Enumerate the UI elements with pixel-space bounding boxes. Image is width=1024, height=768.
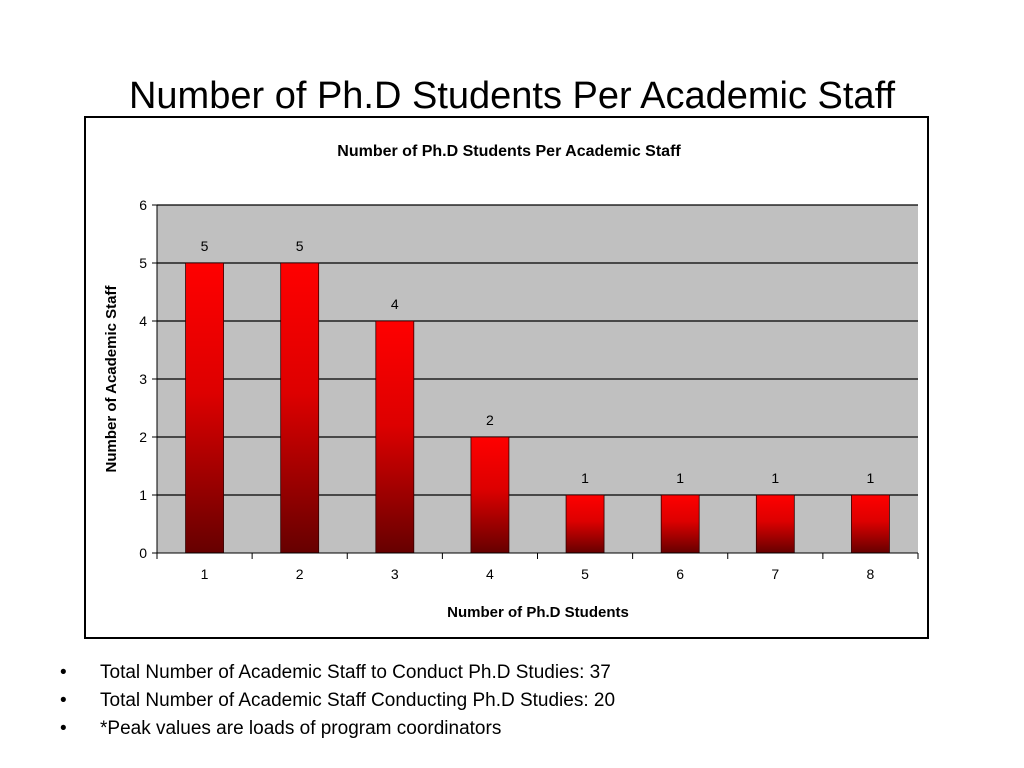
- y-tick-label: 4: [139, 313, 147, 329]
- data-label: 5: [201, 238, 209, 254]
- x-tick-label: 6: [676, 566, 684, 582]
- y-axis-title: Number of Academic Staff: [103, 285, 120, 473]
- data-label: 5: [296, 238, 304, 254]
- slide-title: Number of Ph.D Students Per Academic Sta…: [128, 75, 895, 117]
- bullet-item: • Total Number of Academic Staff to Cond…: [60, 659, 615, 687]
- y-tick-label: 5: [139, 255, 147, 271]
- data-label: 1: [867, 470, 875, 486]
- y-tick-label: 1: [139, 487, 147, 503]
- bar-chart: Number of Ph.D Students Per Academic Sta…: [103, 143, 919, 621]
- axes: 0 1 2 3 4 5 6 1 2 3 4 5 6 7 8: [139, 197, 919, 582]
- bar: [470, 436, 510, 554]
- bars: [185, 262, 890, 554]
- bar: [660, 494, 700, 554]
- chart-frame: Number of Ph.D Students Per Academic Sta…: [84, 116, 929, 639]
- bar: [375, 320, 415, 554]
- y-tick-label: 2: [139, 429, 147, 445]
- x-axis-title: Number of Ph.D Students: [447, 604, 629, 621]
- data-label: 4: [391, 296, 399, 312]
- bullet-text: *Peak values are loads of program coordi…: [100, 718, 502, 739]
- x-tick-label: 8: [867, 566, 875, 582]
- data-label: 2: [486, 412, 494, 428]
- chart-title: Number of Ph.D Students Per Academic Sta…: [337, 143, 681, 160]
- bullet-symbol: •: [60, 718, 67, 739]
- x-tick-label: 1: [201, 566, 209, 582]
- x-tick-label: 4: [486, 566, 494, 582]
- bullet-symbol: •: [60, 662, 67, 683]
- y-tick-label: 6: [139, 197, 147, 213]
- bullet-list: • Total Number of Academic Staff to Cond…: [60, 659, 615, 743]
- x-tick-label: 7: [771, 566, 779, 582]
- y-tick-label: 3: [139, 371, 147, 387]
- data-label: 1: [771, 470, 779, 486]
- bullet-item: • *Peak values are loads of program coor…: [60, 715, 615, 743]
- x-tick-label: 2: [296, 566, 304, 582]
- bar: [565, 494, 605, 554]
- bar: [185, 262, 224, 554]
- data-label: 1: [676, 470, 684, 486]
- data-label: 1: [581, 470, 589, 486]
- y-tick-label: 0: [139, 545, 147, 561]
- bullet-symbol: •: [60, 690, 67, 711]
- bullet-text: Total Number of Academic Staff to Conduc…: [100, 662, 611, 683]
- x-tick-label: 3: [391, 566, 399, 582]
- data-labels: 5 5 4 2 1 1 1 1: [201, 238, 875, 486]
- bullet-item: • Total Number of Academic Staff Conduct…: [60, 687, 615, 715]
- bullet-text: Total Number of Academic Staff Conductin…: [100, 690, 616, 711]
- bar: [280, 262, 320, 554]
- x-tick-label: 5: [581, 566, 589, 582]
- bar: [851, 494, 890, 554]
- bar: [755, 494, 795, 554]
